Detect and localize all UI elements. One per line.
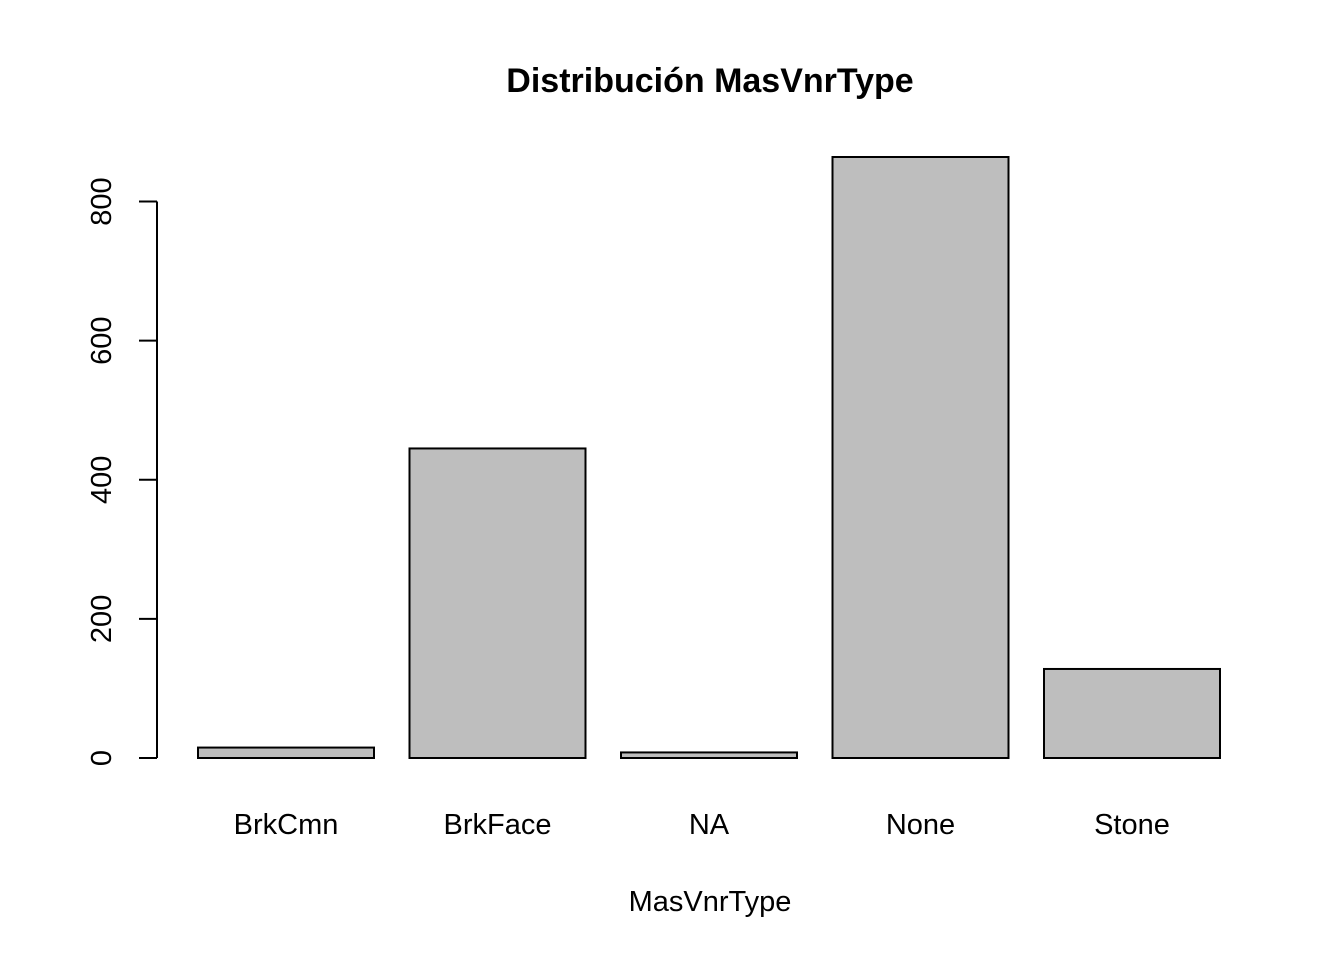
x-tick-label: NA	[689, 809, 730, 841]
y-tick-label: 600	[86, 316, 118, 364]
y-tick-label: 0	[86, 750, 118, 766]
bar-none	[831, 156, 1010, 759]
y-axis: 0 200 400 600 800	[86, 177, 158, 766]
bar-stone	[1043, 667, 1221, 759]
y-tick-label: 200	[86, 595, 118, 643]
x-tick-label: Stone	[1094, 809, 1170, 841]
y-tick-label: 800	[86, 177, 118, 225]
x-tick-label: None	[886, 809, 955, 841]
bar-brkcmn	[197, 746, 375, 760]
chart-title: Distribución MasVnrType	[506, 62, 913, 100]
x-tick-label: BrkCmn	[234, 809, 339, 841]
bar-na	[620, 751, 798, 759]
y-tick-label: 400	[86, 456, 118, 504]
bar-brkface	[408, 447, 587, 759]
bars-group	[197, 156, 1221, 760]
x-axis-title: MasVnrType	[629, 886, 792, 918]
x-tick-labels: BrkCmn BrkFace NA None Stone	[234, 809, 1170, 841]
x-tick-label: BrkFace	[444, 809, 552, 841]
